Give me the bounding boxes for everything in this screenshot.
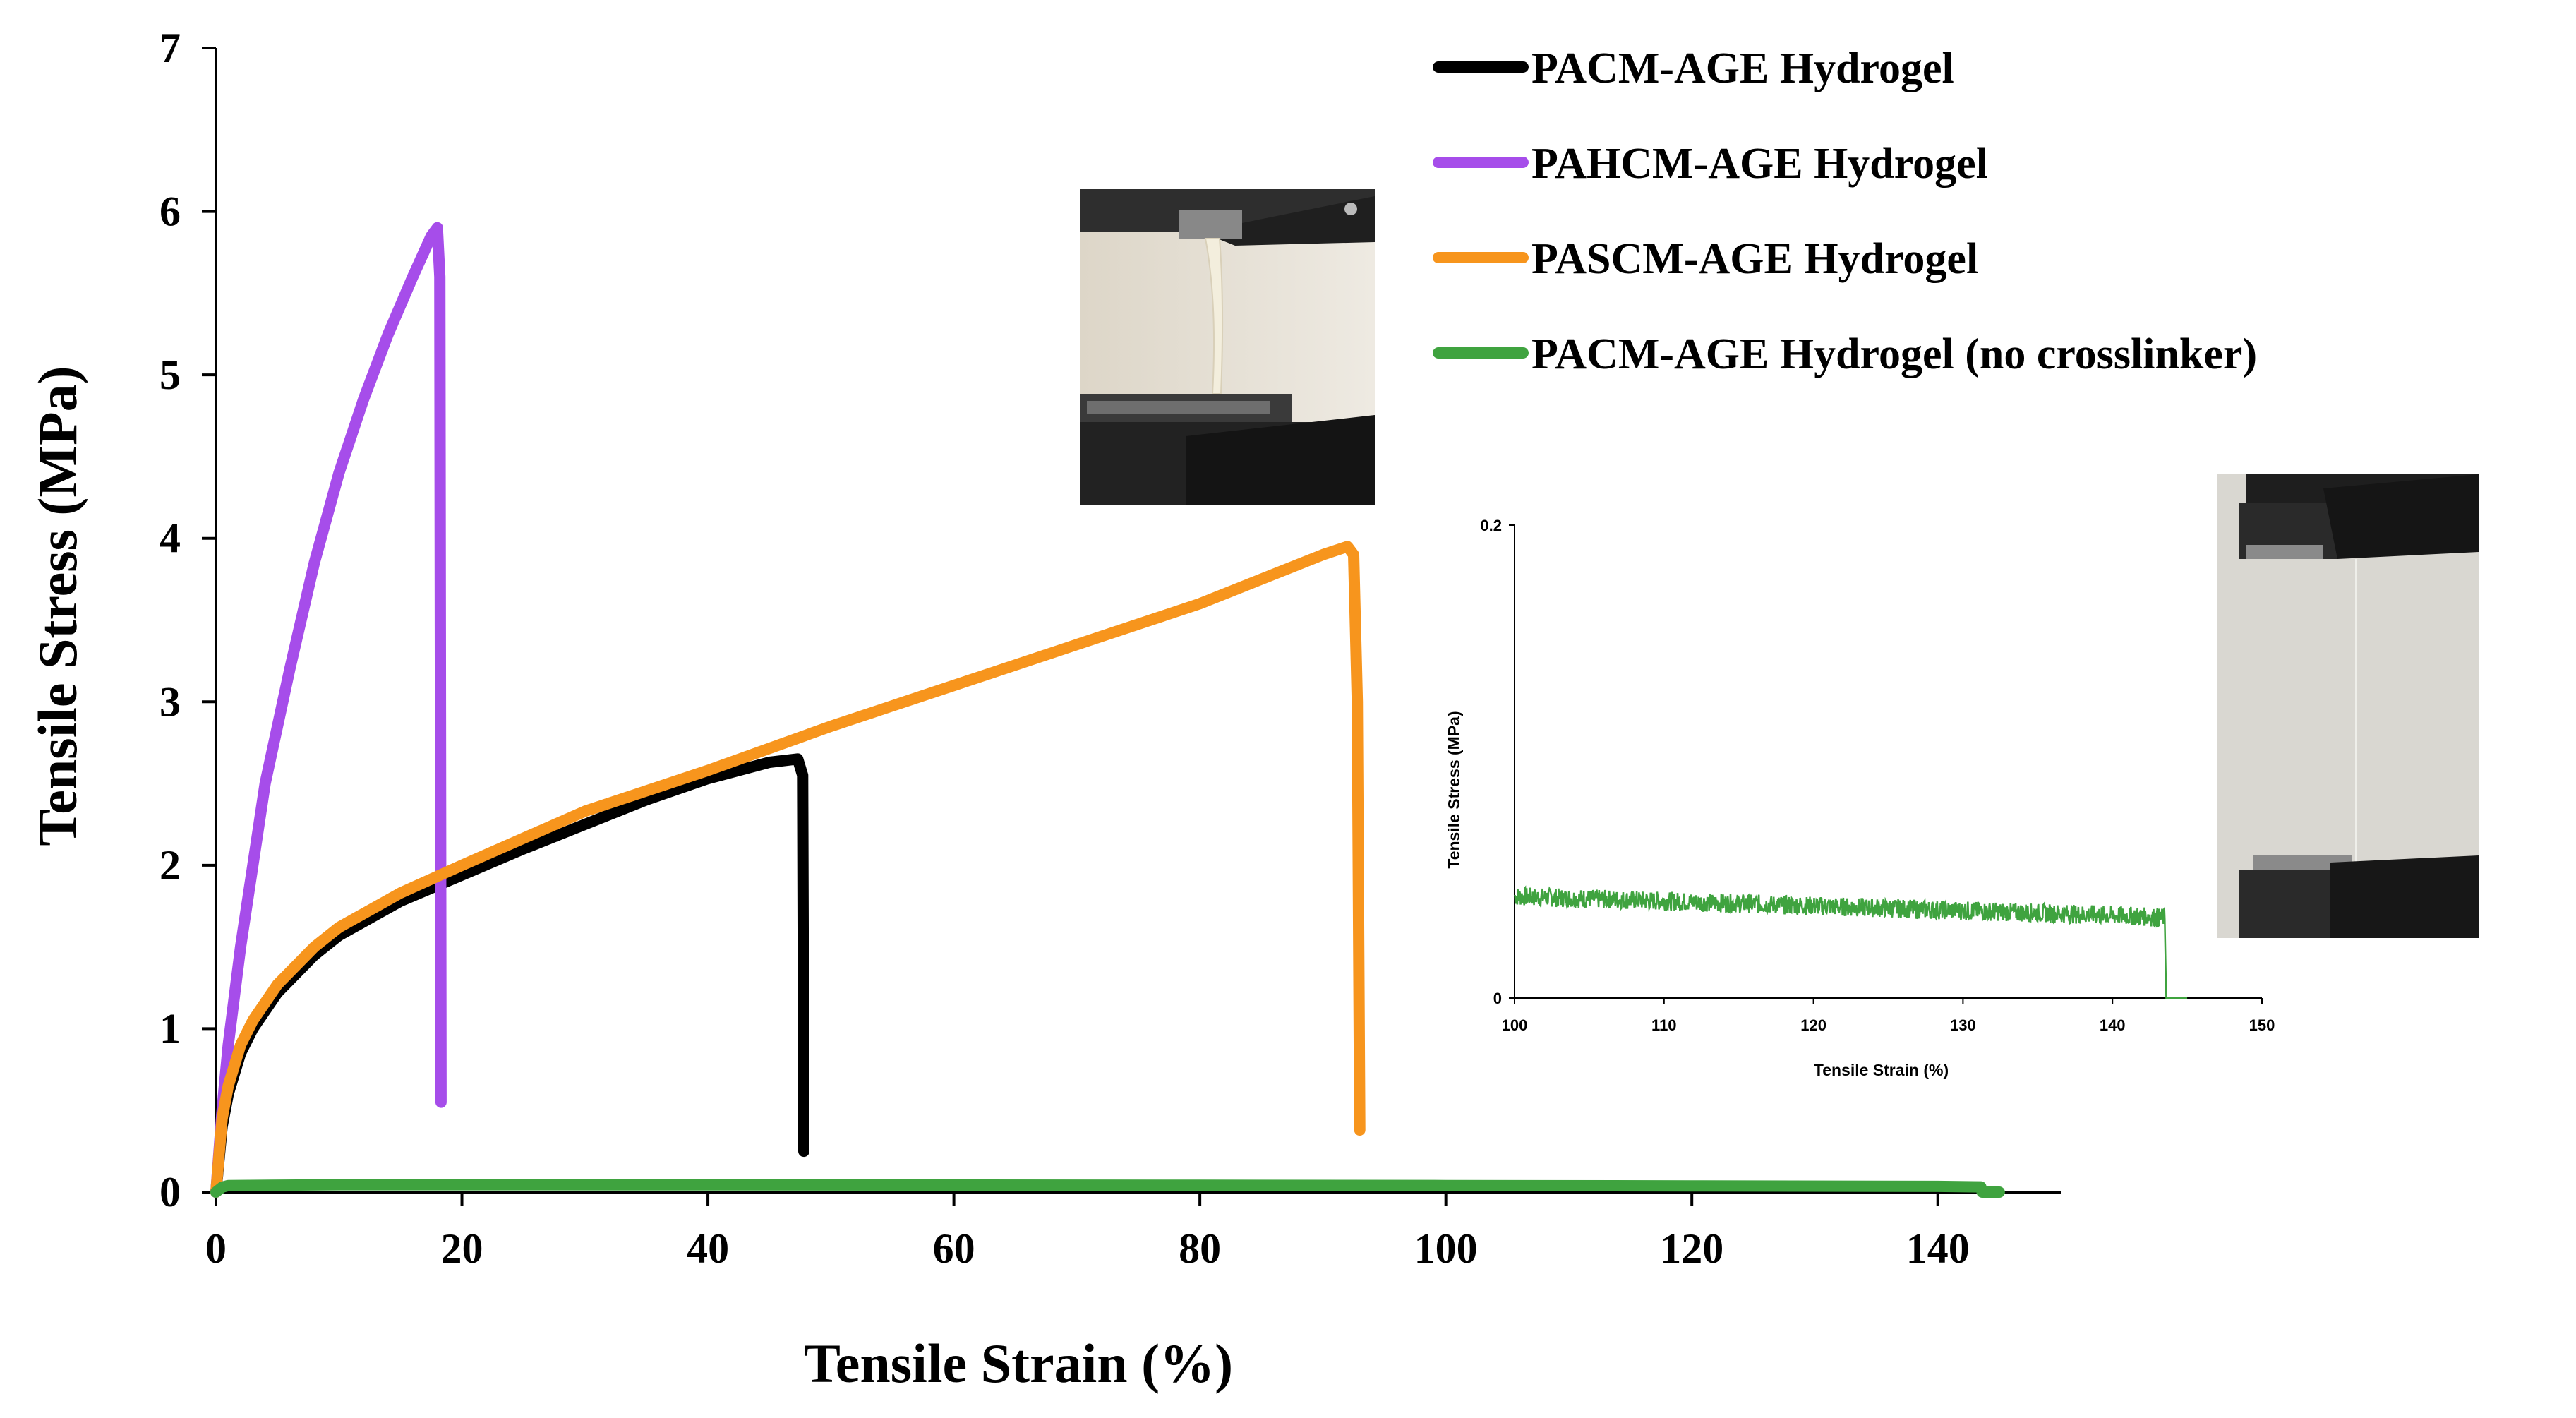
x-tick-label: 60 (933, 1225, 975, 1272)
sample-photo-short (1080, 189, 1375, 505)
y-tick-label: 1 (160, 1005, 181, 1052)
x-tick-label: 80 (1179, 1225, 1221, 1272)
series-line-2 (210, 222, 447, 1198)
y-tick-label: 2 (160, 842, 181, 889)
x-tick-label: 120 (1660, 1225, 1723, 1272)
y-tick-label: 3 (160, 678, 181, 725)
legend-label: PASCM-AGE Hydrogel (1531, 235, 1978, 283)
sample-photo-long (2217, 474, 2479, 938)
y-tick-label: 7 (160, 25, 181, 71)
legend-label: PACM-AGE Hydrogel (1531, 44, 1954, 92)
x-tick-label: 20 (441, 1225, 483, 1272)
legend-label: PACM-AGE Hydrogel (no crosslinker) (1531, 330, 2257, 378)
legend-label: PAHCM-AGE Hydrogel (1531, 140, 1988, 188)
x-tick-label: 140 (1906, 1225, 1970, 1272)
y-tick-label: 5 (160, 352, 181, 398)
y-axis-label: Tensile Stress (MPa) (27, 366, 88, 846)
y-tick-label: 0 (160, 1169, 181, 1215)
x-axis-label: Tensile Strain (%) (804, 1333, 1233, 1394)
x-tick-label: 100 (1414, 1225, 1478, 1272)
series-line-3 (210, 541, 1366, 1198)
y-tick-label: 6 (160, 188, 181, 235)
series-line-1 (210, 753, 809, 1198)
x-tick-label: 0 (205, 1225, 227, 1272)
x-tick-label: 40 (687, 1225, 729, 1272)
series-line-4 (210, 1179, 2005, 1198)
y-tick-label: 4 (160, 515, 181, 562)
